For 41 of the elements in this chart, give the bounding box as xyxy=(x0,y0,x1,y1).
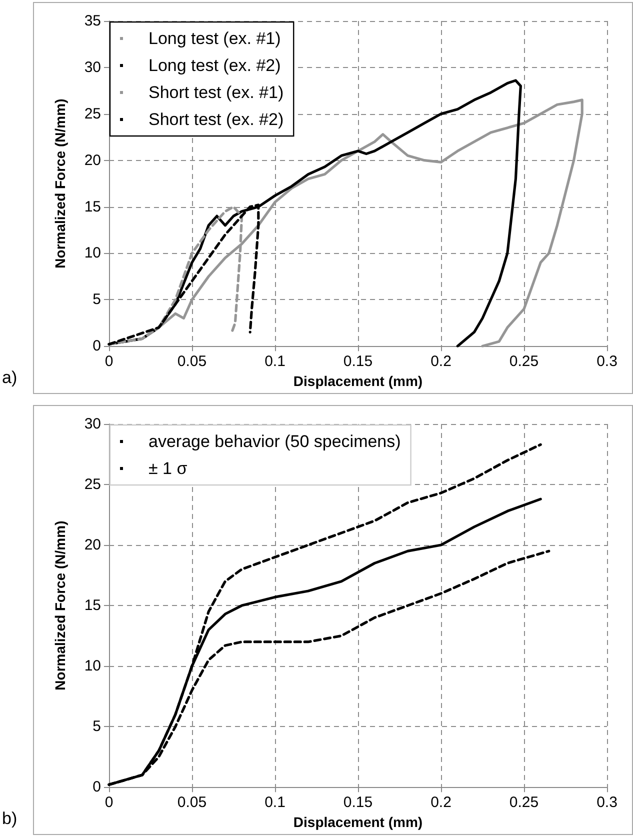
y-tick-label: 15 xyxy=(84,597,101,614)
y-tick-label: 0 xyxy=(92,778,101,796)
y-tick-label: 10 xyxy=(84,658,101,675)
x-tick-label: 0.25 xyxy=(509,353,539,370)
text: a) xyxy=(2,368,18,388)
text: b) xyxy=(2,809,18,829)
y-tick-label: 35 xyxy=(84,12,101,30)
y-tick-label: 30 xyxy=(84,416,101,432)
y-tick-label: 0 xyxy=(92,338,101,355)
x-tick-label: 0 xyxy=(104,353,114,370)
y-axis-title: Normalized Force (N/mm) xyxy=(52,520,68,690)
legend-label: Long test (ex. #2) xyxy=(148,56,281,75)
x-tick-label: 0.2 xyxy=(430,794,452,812)
x-tick-label: 0.05 xyxy=(177,353,207,370)
y-tick-label: 5 xyxy=(92,718,101,736)
x-tick-label: 0.15 xyxy=(343,794,373,812)
x-tick-label: 0.15 xyxy=(343,353,373,370)
legend-label: Long test (ex. #1) xyxy=(148,29,281,48)
x-tick-label: 0.3 xyxy=(596,794,618,812)
x-tick-label: 0.1 xyxy=(264,794,286,812)
y-tick-label: 25 xyxy=(84,476,101,494)
legend-label: Short test (ex. #2) xyxy=(148,110,284,129)
x-tick-label: 0 xyxy=(104,794,114,812)
y-tick-label: 25 xyxy=(84,105,101,122)
y-axis-title: Normalized Force (N/mm) xyxy=(52,98,68,268)
x-tick-label: 0.05 xyxy=(177,794,207,812)
y-tick-label: 20 xyxy=(84,536,101,554)
y-tick-label: 20 xyxy=(84,152,101,169)
x-tick-label: 0.3 xyxy=(596,353,618,370)
legend-label: Short test (ex. #1) xyxy=(148,83,284,102)
x-tick-label: 0.25 xyxy=(509,794,539,812)
x-axis-title: Displacement (mm) xyxy=(293,814,423,830)
x-tick-label: 0.1 xyxy=(264,353,286,370)
y-tick-label: 30 xyxy=(84,58,101,76)
legend-label: ± 1 σ xyxy=(148,459,188,478)
y-tick-label: 5 xyxy=(92,291,101,308)
x-tick-label: 0.2 xyxy=(430,353,452,370)
x-axis-title: Displacement (mm) xyxy=(293,373,423,389)
legend-label: average behavior (50 specimens) xyxy=(148,432,401,451)
y-tick-label: 15 xyxy=(84,198,101,216)
y-tick-label: 10 xyxy=(84,244,101,262)
